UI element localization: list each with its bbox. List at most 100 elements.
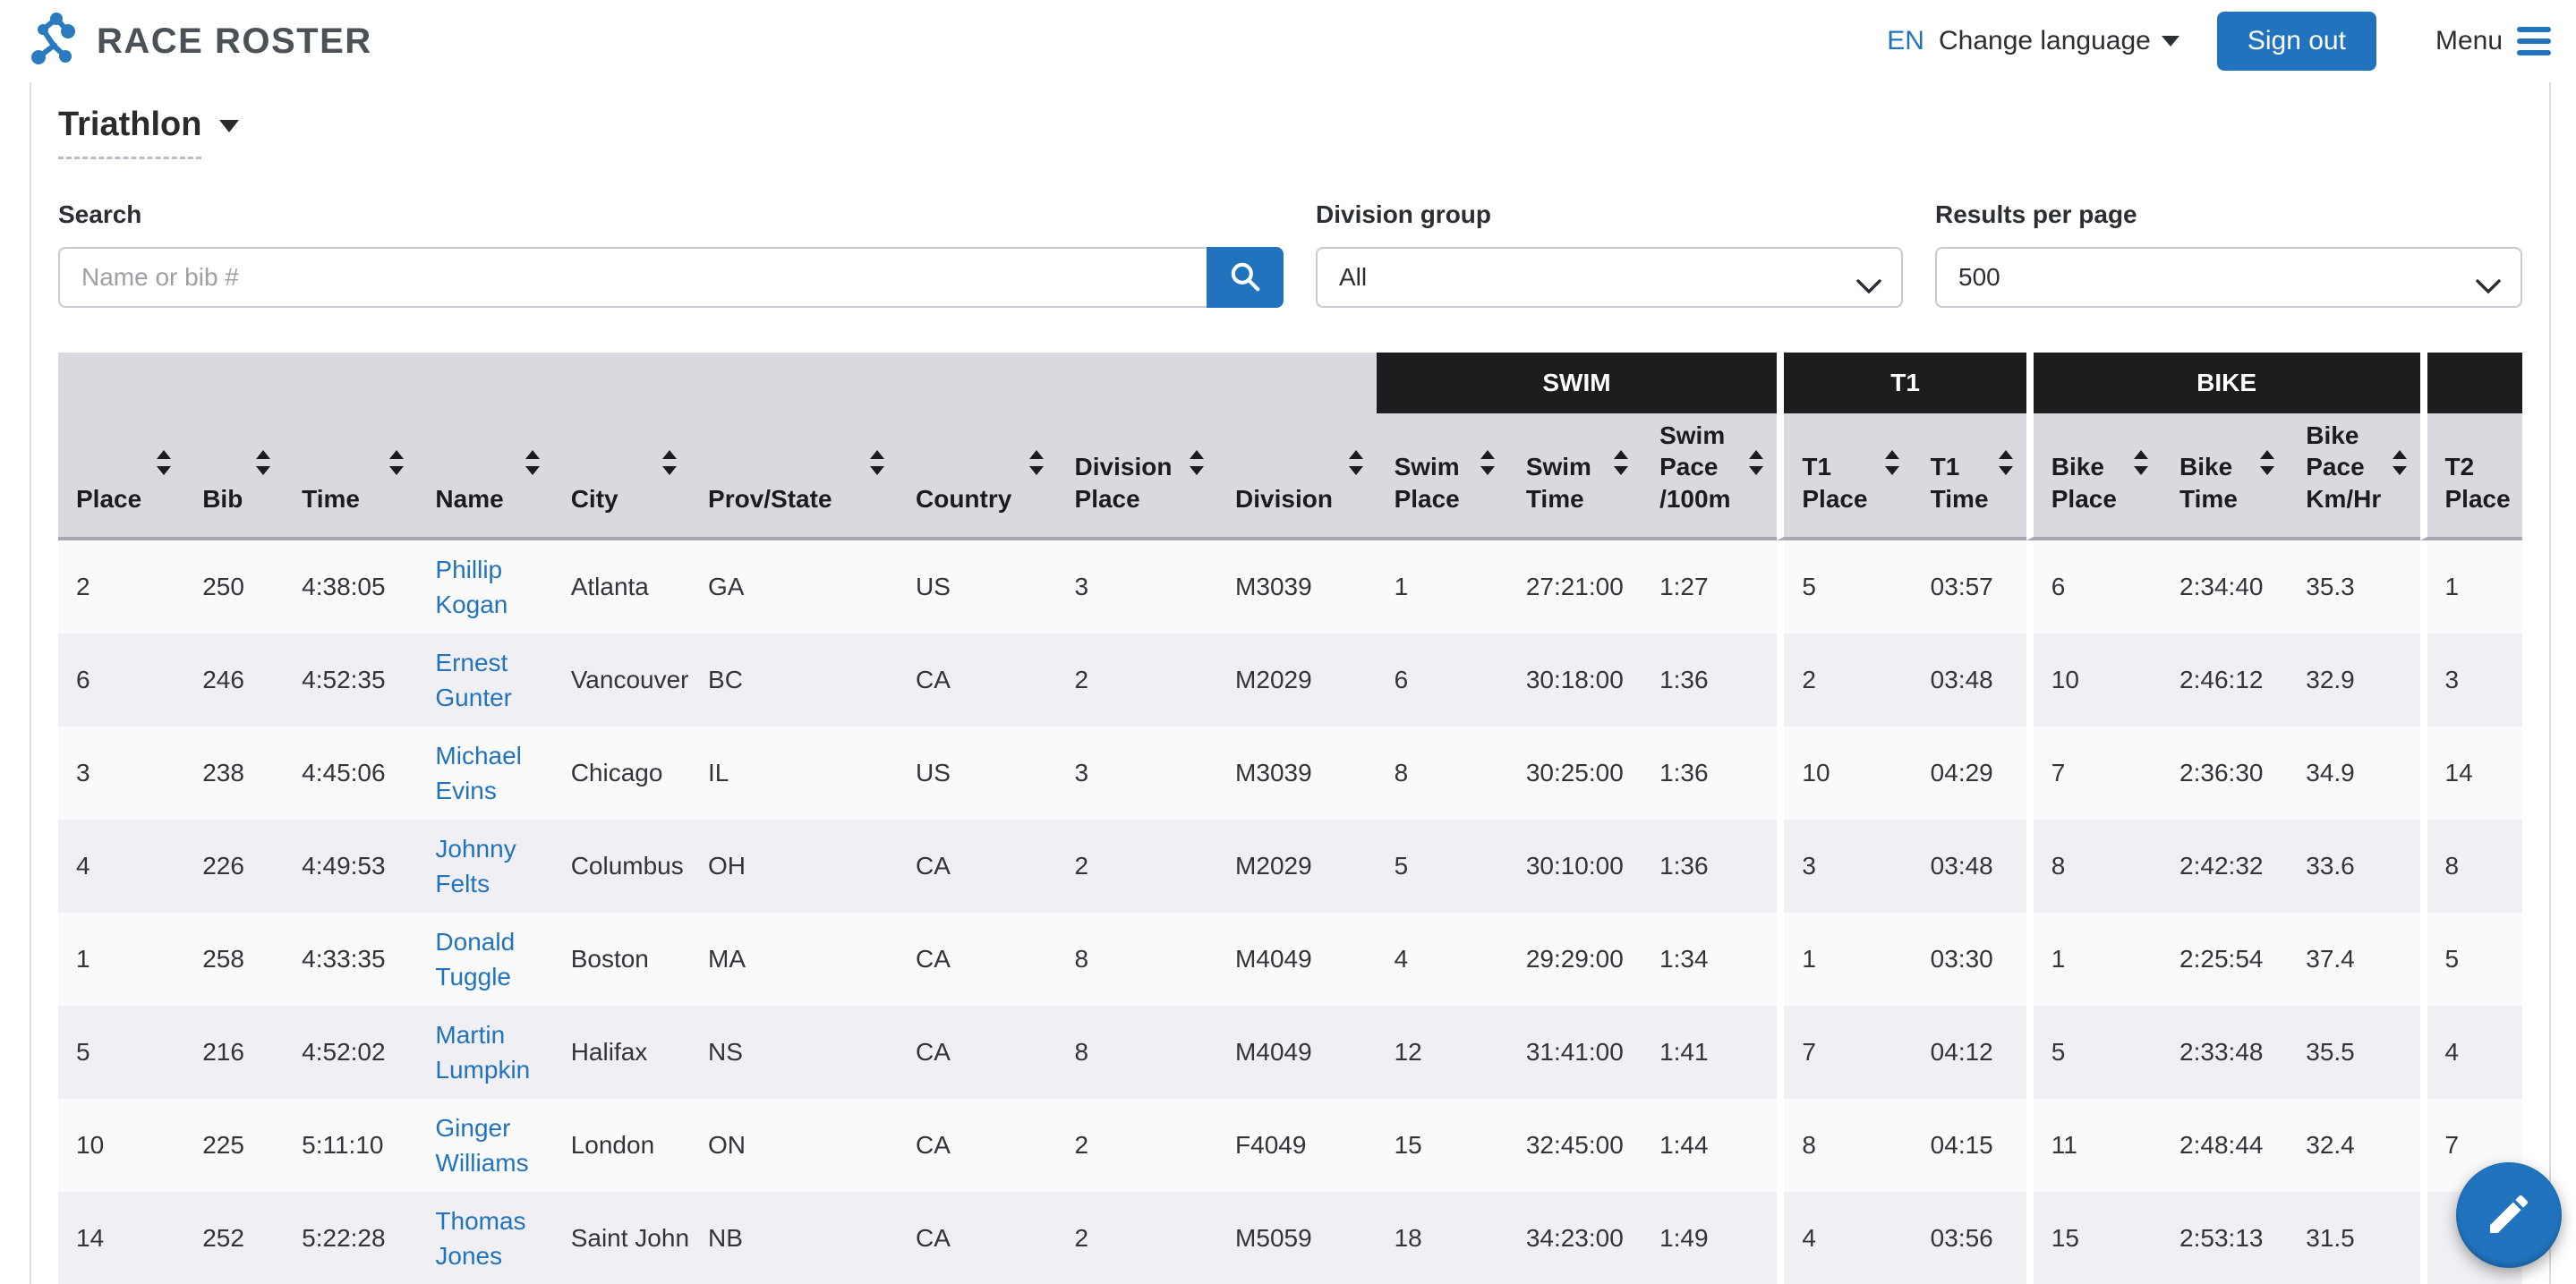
search-input[interactable]	[58, 247, 1207, 308]
cell-swim-time: 30:18:00	[1507, 633, 1642, 727]
cell-prov-state: NB	[690, 1192, 898, 1284]
brand-logo-icon	[27, 9, 84, 74]
athlete-name-link[interactable]: Johnny Felts	[435, 834, 516, 897]
cell-swim-place: 6	[1376, 633, 1508, 727]
group-header-spacer	[2419, 353, 2522, 413]
column-header-swim-time[interactable]: Swim Time	[1507, 413, 1642, 540]
cell-city: Columbus	[552, 820, 691, 913]
cell-bike-time: 2:36:30	[2162, 727, 2289, 820]
event-title-dropdown[interactable]: Triathlon	[58, 106, 202, 159]
cell-swim-pace-100m: 1:34	[1642, 913, 1778, 1006]
cell-t1-place: 8	[1777, 1099, 1913, 1192]
athlete-name-link[interactable]: Ernest Gunter	[435, 648, 513, 711]
edit-results-fab[interactable]	[2456, 1162, 2562, 1268]
cell-swim-time: 30:25:00	[1507, 727, 1642, 820]
cell-swim-pace-100m: 1:36	[1642, 633, 1778, 727]
column-header-division[interactable]: Division	[1217, 413, 1377, 540]
cell-swim-time: 32:45:00	[1507, 1099, 1642, 1192]
cell-city: Saint John	[552, 1192, 691, 1284]
cell-swim-pace-100m: 1:41	[1642, 1006, 1778, 1099]
results-per-page-select[interactable]: 500	[1935, 247, 2522, 308]
change-language-button[interactable]: Change language	[1938, 26, 2151, 55]
athlete-name-link[interactable]: Phillip Kogan	[435, 555, 508, 618]
results-per-page-value: 500	[1958, 263, 2000, 291]
cell-t1-time: 03:48	[1912, 820, 2026, 913]
cell-bike-time: 2:46:12	[2162, 633, 2289, 727]
column-label: Country	[916, 485, 1012, 514]
column-label: T1 Place	[1802, 453, 1868, 514]
cell-bike-pace-km-hr: 31.5	[2288, 1192, 2420, 1284]
column-header-division-place[interactable]: Division Place	[1056, 413, 1218, 540]
search-button[interactable]	[1207, 247, 1284, 308]
pencil-icon	[2484, 1189, 2534, 1242]
cell-t2-place: 14	[2419, 727, 2522, 820]
column-label: Bike Time	[2179, 453, 2238, 514]
athlete-name-link[interactable]: Martin Lumpkin	[435, 1020, 531, 1084]
cell-swim-place: 5	[1376, 820, 1508, 913]
cell-bike-pace-km-hr: 32.9	[2288, 633, 2420, 727]
cell-division: M3039	[1217, 727, 1377, 820]
chevron-down-icon[interactable]	[2161, 36, 2179, 47]
brand-logo[interactable]: RACE ROSTER	[27, 9, 372, 74]
hamburger-icon[interactable]	[2517, 27, 2551, 55]
column-header-bike-place[interactable]: Bike Place	[2026, 413, 2162, 540]
athlete-name-link[interactable]: Michael Evins	[435, 741, 522, 804]
column-header-name[interactable]: Name	[417, 413, 553, 540]
cell-time: 4:52:35	[284, 633, 418, 727]
chevron-down-icon[interactable]	[219, 120, 240, 132]
column-header-city[interactable]: City	[552, 413, 691, 540]
cell-division: M4049	[1217, 913, 1377, 1006]
column-header-t1-time[interactable]: T1 Time	[1912, 413, 2026, 540]
athlete-name-link[interactable]: Ginger Williams	[435, 1113, 529, 1177]
cell-name: Ginger Williams	[417, 1099, 553, 1192]
cell-city: Boston	[552, 913, 691, 1006]
cell-city: Halifax	[552, 1006, 691, 1099]
cell-division: M2029	[1217, 633, 1377, 727]
cell-name: Donald Tuggle	[417, 913, 553, 1006]
cell-time: 5:11:10	[284, 1099, 418, 1192]
cell-bike-place: 5	[2026, 1006, 2162, 1099]
column-label: Prov/State	[708, 485, 832, 514]
sort-icon	[1346, 448, 1366, 485]
cell-city: Vancouver	[552, 633, 691, 727]
cell-name: Johnny Felts	[417, 820, 553, 913]
cell-t1-place: 5	[1777, 540, 1913, 633]
sort-icon	[253, 448, 273, 485]
results-table: SWIM T1 BIKE Place Bib Time Name City Prov/Stat…	[58, 353, 2522, 1284]
sort-icon	[387, 448, 406, 485]
column-header-t1-place[interactable]: T1 Place	[1777, 413, 1913, 540]
cell-time: 4:45:06	[284, 727, 418, 820]
cell-country: CA	[898, 820, 1057, 913]
cell-swim-pace-100m: 1:36	[1642, 820, 1778, 913]
column-header-country[interactable]: Country	[898, 413, 1057, 540]
sign-out-button[interactable]: Sign out	[2216, 12, 2376, 71]
column-header-swim-pace-100m[interactable]: Swim Pace /100m	[1642, 413, 1778, 540]
athlete-name-link[interactable]: Thomas Jones	[435, 1206, 526, 1270]
cell-bike-place: 6	[2026, 540, 2162, 633]
column-header-prov-state[interactable]: Prov/State	[690, 413, 898, 540]
division-group-select[interactable]: All	[1316, 247, 1903, 308]
column-header-swim-place[interactable]: Swim Place	[1376, 413, 1508, 540]
cell-place: 5	[58, 1006, 185, 1099]
athlete-name-link[interactable]: Donald Tuggle	[435, 927, 516, 991]
cell-division-place: 8	[1056, 1006, 1218, 1099]
search-icon	[1228, 259, 1262, 296]
cell-country: CA	[898, 633, 1057, 727]
cell-division: M4049	[1217, 1006, 1377, 1099]
column-header-bike-time[interactable]: Bike Time	[2162, 413, 2289, 540]
cell-bike-pace-km-hr: 35.5	[2288, 1006, 2420, 1099]
cell-bike-place: 15	[2026, 1192, 2162, 1284]
sort-icon	[1746, 448, 1766, 485]
cell-swim-place: 18	[1376, 1192, 1508, 1284]
table-row: 2 250 4:38:05 Phillip Kogan Atlanta GA US 3 M303…	[58, 540, 2522, 633]
column-header-bike-pace-km-hr[interactable]: Bike Pace Km/Hr	[2288, 413, 2420, 540]
column-header-t2-place[interactable]: T2 Place	[2419, 413, 2522, 540]
cell-bike-pace-km-hr: 34.9	[2288, 727, 2420, 820]
column-header-time[interactable]: Time	[284, 413, 418, 540]
cell-name: Ernest Gunter	[417, 633, 553, 727]
column-header-bib[interactable]: Bib	[184, 413, 285, 540]
cell-bike-place: 10	[2026, 633, 2162, 727]
menu-button[interactable]: Menu	[2435, 26, 2503, 55]
column-header-place[interactable]: Place	[58, 413, 185, 540]
cell-time: 5:22:28	[284, 1192, 418, 1284]
